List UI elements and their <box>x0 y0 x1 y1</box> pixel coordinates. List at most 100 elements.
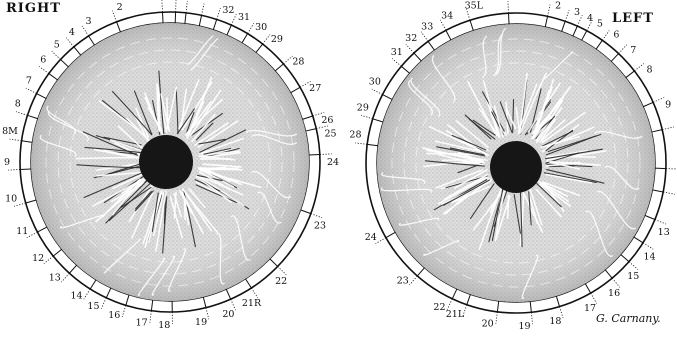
zone-dotted-tick <box>26 88 37 93</box>
zone-divider <box>530 301 531 312</box>
zone-dotted-tick <box>653 97 664 102</box>
zone-label: 8 <box>646 65 652 76</box>
zone-dotted-tick <box>634 64 643 71</box>
zone-divider <box>626 71 635 78</box>
zone-divider <box>611 54 619 62</box>
zone-divider <box>256 44 263 53</box>
zone-dotted-tick <box>496 312 497 324</box>
zone-dotted-tick <box>421 32 428 42</box>
zone-divider <box>470 20 473 30</box>
zone-label: 18 <box>158 320 170 331</box>
zone-divider <box>417 268 424 276</box>
zone-label: 7 <box>630 45 636 56</box>
zone-divider <box>226 289 230 299</box>
zone-dotted-tick <box>61 273 69 282</box>
zone-dotted-tick <box>122 305 126 316</box>
zone-dotted-tick <box>16 112 27 116</box>
zone-divider <box>634 237 643 243</box>
zone-label: 21L <box>446 309 465 320</box>
zone-label: 25 <box>324 129 336 140</box>
zone-divider <box>497 301 498 312</box>
zone-dotted-tick <box>10 139 22 141</box>
zone-divider <box>446 30 451 40</box>
zone-divider <box>401 66 409 73</box>
left-eye-diagram: 23456789131415161718192021L2223242829303… <box>349 1 677 332</box>
zone-dotted-tick <box>8 169 20 170</box>
zone-divider <box>367 144 378 145</box>
zone-label: 23 <box>314 221 326 232</box>
zone-label: 6 <box>613 30 619 41</box>
zone-label: 9 <box>665 100 671 111</box>
zone-label: 3 <box>85 16 91 27</box>
zone-label: 19 <box>518 321 530 332</box>
zone-divider <box>185 13 186 24</box>
zone-divider <box>383 95 393 100</box>
zone-dotted-tick <box>440 20 446 31</box>
zone-label: 15 <box>627 271 639 282</box>
zone-label: 20 <box>482 319 494 330</box>
zone-divider <box>275 64 283 71</box>
zone-label: 35L <box>465 1 484 12</box>
zone-label: 12 <box>32 253 44 264</box>
zone-divider <box>151 300 152 311</box>
zone-dotted-tick <box>629 262 638 270</box>
zone-dotted-tick <box>44 256 53 264</box>
zone-label: 14 <box>70 291 82 302</box>
zone-label: 17 <box>136 318 148 329</box>
zone-divider <box>585 284 590 294</box>
zone-label: 7 <box>26 76 32 87</box>
zone-dotted-tick <box>84 289 90 299</box>
zone-label: 19 <box>195 317 207 328</box>
zone-divider <box>26 200 37 203</box>
zone-divider <box>643 102 653 106</box>
zone-label: 5 <box>54 40 60 51</box>
zone-divider <box>621 254 629 261</box>
zone-divider <box>61 59 69 67</box>
zone-divider <box>163 12 164 23</box>
zone-divider <box>452 289 457 299</box>
zone-label: 31 <box>238 12 250 23</box>
zone-label: 13 <box>658 227 670 238</box>
zone-dotted-tick <box>406 44 414 53</box>
zone-dotted-tick <box>66 38 74 47</box>
zone-divider <box>291 87 301 92</box>
zone-divider <box>556 296 559 307</box>
zone-divider <box>90 280 96 289</box>
zone-divider <box>562 21 566 31</box>
zone-divider <box>652 190 663 192</box>
zone-label: 24 <box>365 232 377 243</box>
zone-divider <box>645 215 655 219</box>
zone-dotted-tick <box>101 298 106 309</box>
zone-label: 2 <box>117 2 123 13</box>
iris-fiber <box>76 158 136 159</box>
zone-dotted-tick <box>202 4 205 16</box>
zone-divider <box>213 19 216 29</box>
zone-dotted-tick <box>376 238 386 244</box>
left-pupil <box>490 141 542 193</box>
zone-label: 5 <box>597 18 603 29</box>
zone-dotted-tick <box>392 59 401 67</box>
zone-dotted-tick <box>602 31 609 41</box>
zone-dotted-tick <box>311 214 322 218</box>
zone-dotted-tick <box>612 278 620 287</box>
zone-dotted-tick <box>150 311 151 323</box>
zone-divider <box>605 270 612 278</box>
zone-divider <box>89 36 95 45</box>
zone-dotted-tick <box>27 232 38 238</box>
zone-dotted-tick <box>320 154 332 155</box>
zone-label: 16 <box>608 288 620 299</box>
zone-label: 29 <box>271 34 283 45</box>
zone-divider <box>74 47 81 55</box>
zone-divider <box>301 210 311 214</box>
zone-divider <box>69 265 76 273</box>
right-pupil <box>139 135 193 189</box>
zone-dotted-tick <box>447 299 452 310</box>
zone-dotted-tick <box>162 0 163 12</box>
zone-divider <box>242 34 248 43</box>
zone-divider <box>582 31 587 41</box>
zone-dotted-tick <box>361 115 372 119</box>
zone-label: 8M <box>2 126 18 137</box>
zone-divider <box>37 94 47 99</box>
zone-label: 22 <box>433 302 445 313</box>
